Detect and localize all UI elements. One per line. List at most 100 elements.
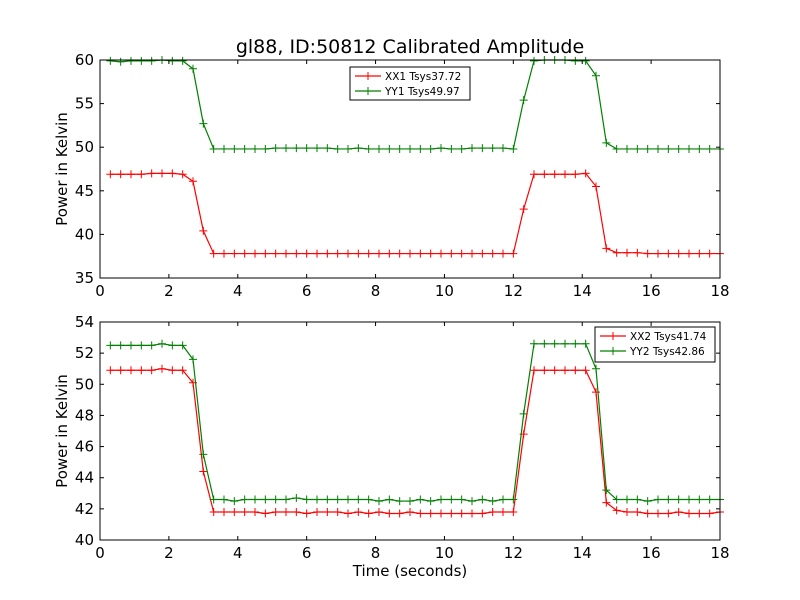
data-point (220, 144, 228, 153)
data-point (261, 249, 270, 258)
data-point (209, 144, 218, 153)
data-point (447, 249, 456, 258)
chart-title: gl88, ID:50812 Calibrated Amplitude (236, 36, 584, 58)
upper-panel: 0 2 4 6 8 10 12 14 16 18 35 40 45 50 55 60 Power in Kelv… (53, 51, 730, 300)
data-point (147, 366, 156, 375)
x-tick-label: 12 (504, 282, 523, 300)
data-point (571, 56, 580, 65)
data-point (530, 339, 538, 348)
legend-marker (609, 347, 617, 355)
data-point (643, 509, 652, 518)
data-point (209, 249, 218, 258)
data-point (540, 366, 549, 375)
data-point (282, 495, 290, 504)
data-point (488, 497, 497, 506)
data-point (612, 506, 621, 515)
data-point (457, 144, 466, 153)
data-point (127, 56, 135, 65)
data-point (178, 366, 187, 375)
data-point (561, 366, 569, 375)
data-point (106, 341, 115, 350)
data-point (354, 144, 363, 153)
data-point (313, 495, 321, 504)
legend-label: XX2 Tsys41.74 (630, 331, 707, 343)
data-point (220, 249, 228, 258)
data-point (437, 249, 445, 258)
data-point (116, 57, 125, 66)
data-point (468, 249, 476, 258)
data-point (189, 64, 197, 73)
data-point (354, 507, 363, 516)
data-point (199, 226, 208, 235)
data-point (695, 144, 704, 153)
x-axis-label: Time (seconds) (352, 562, 468, 580)
data-point (540, 170, 549, 179)
data-point (323, 495, 332, 504)
data-point (426, 497, 435, 506)
data-point (251, 249, 259, 258)
data-point (612, 495, 621, 504)
data-point (127, 341, 135, 350)
data-point (488, 249, 497, 258)
y-tick-label: 60 (75, 51, 94, 69)
data-point (550, 170, 559, 179)
data-point (147, 169, 156, 178)
data-point (581, 56, 590, 65)
data-point (271, 249, 280, 258)
data-point (323, 249, 332, 258)
data-point (106, 366, 115, 375)
data-point (168, 341, 177, 350)
data-point (499, 144, 507, 153)
data-point (313, 144, 321, 153)
legend-marker (609, 332, 617, 340)
data-point (674, 507, 683, 516)
data-point (695, 509, 704, 518)
data-point (664, 509, 673, 518)
y-tick-label: 44 (75, 469, 94, 487)
data-point (333, 144, 342, 153)
data-point (354, 249, 363, 258)
data-point (127, 170, 135, 179)
x-tick-label: 10 (435, 544, 454, 562)
data-point (540, 339, 549, 348)
data-point (705, 509, 714, 518)
data-point (612, 144, 621, 153)
data-point (375, 507, 383, 516)
data-point (426, 509, 435, 518)
data-point (623, 144, 631, 153)
data-point (302, 509, 311, 518)
data-point (302, 249, 311, 258)
data-point (240, 507, 249, 516)
data-point (406, 497, 414, 506)
data-point (375, 249, 383, 258)
data-point (199, 450, 208, 459)
axes-frame (99, 321, 721, 541)
x-tick-label: 10 (435, 282, 454, 300)
data-point (240, 249, 249, 258)
data-point (282, 144, 290, 153)
data-point (261, 144, 270, 153)
data-point (509, 144, 518, 153)
data-point (230, 497, 239, 506)
data-point (457, 495, 466, 504)
data-point (633, 507, 642, 516)
data-point (137, 56, 146, 65)
y-tick-label: 42 (75, 500, 94, 518)
data-point (664, 495, 673, 504)
data-point (499, 495, 507, 504)
legend-marker (364, 72, 372, 80)
data-point (230, 144, 239, 153)
data-point (375, 497, 383, 506)
data-point (333, 507, 342, 516)
data-point (457, 249, 466, 258)
data-point (416, 509, 425, 518)
data-point (364, 509, 373, 518)
data-point (550, 366, 559, 375)
data-point (158, 169, 166, 178)
data-point (643, 497, 652, 506)
data-point (488, 144, 497, 153)
x-tick-label: 12 (504, 544, 523, 562)
data-point (116, 366, 125, 375)
data-point (602, 138, 611, 147)
